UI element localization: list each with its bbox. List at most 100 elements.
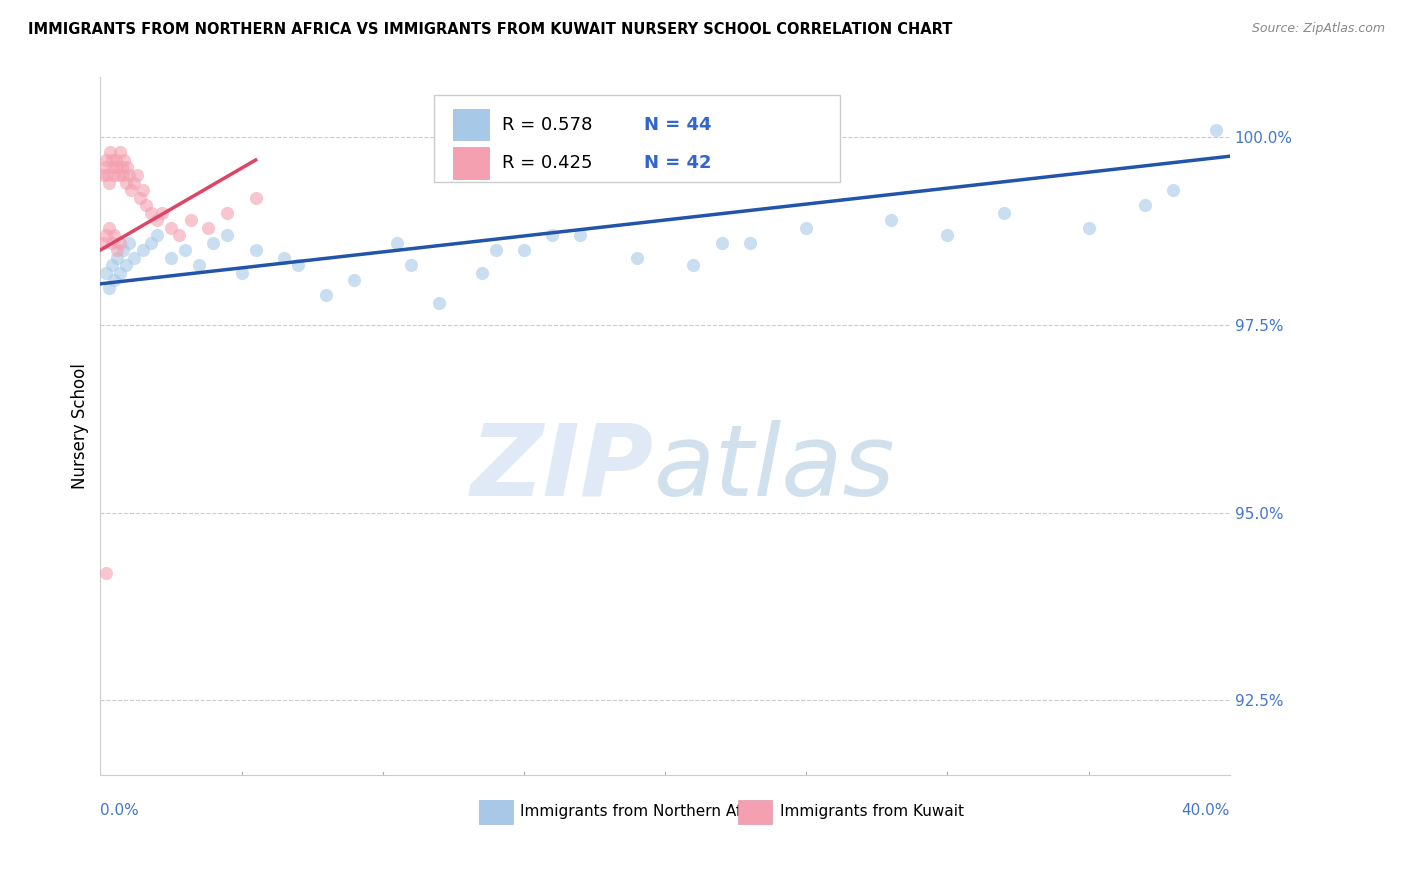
Point [188, 258, 211, 272]
Point [146, 213, 169, 227]
Point [97, 220, 120, 235]
Point [152, 205, 174, 219]
Text: 0.0%: 0.0% [100, 804, 139, 818]
Point [385, 235, 408, 250]
Point [114, 176, 136, 190]
Point [626, 251, 648, 265]
Point [135, 198, 157, 212]
Point [273, 251, 295, 265]
Point [1133, 198, 1156, 212]
Point [231, 266, 253, 280]
Point [100, 153, 122, 167]
Point [1161, 183, 1184, 197]
Point [343, 273, 366, 287]
Point [104, 153, 127, 167]
Point [91, 168, 114, 182]
Point [169, 228, 191, 243]
Point [470, 266, 492, 280]
Point [103, 168, 125, 182]
Point [117, 168, 139, 182]
Point [100, 235, 122, 250]
Point [245, 190, 267, 204]
Text: Source: ZipAtlas.com: Source: ZipAtlas.com [1251, 22, 1385, 36]
Point [114, 258, 136, 272]
Point [110, 161, 132, 175]
Point [91, 235, 114, 250]
Point [485, 243, 508, 257]
Y-axis label: Nursery School: Nursery School [72, 363, 89, 490]
Point [141, 235, 163, 250]
FancyBboxPatch shape [453, 109, 489, 140]
Point [160, 251, 183, 265]
Point [94, 266, 117, 280]
Point [117, 235, 139, 250]
Point [125, 168, 148, 182]
Point [993, 205, 1015, 219]
Point [105, 251, 128, 265]
Text: R = 0.578: R = 0.578 [502, 116, 593, 134]
Point [105, 243, 128, 257]
Point [131, 243, 153, 257]
Point [202, 235, 225, 250]
Point [97, 176, 120, 190]
Point [399, 258, 422, 272]
Point [131, 183, 153, 197]
Point [122, 251, 145, 265]
Point [94, 566, 117, 580]
Text: N = 44: N = 44 [644, 116, 711, 134]
FancyBboxPatch shape [433, 95, 841, 182]
Point [112, 153, 135, 167]
Point [513, 243, 536, 257]
Point [128, 190, 150, 204]
Point [96, 168, 118, 182]
Text: R = 0.425: R = 0.425 [502, 154, 593, 172]
Point [103, 273, 125, 287]
Point [97, 280, 120, 294]
Point [120, 183, 142, 197]
Text: IMMIGRANTS FROM NORTHERN AFRICA VS IMMIGRANTS FROM KUWAIT NURSERY SCHOOL CORRELA: IMMIGRANTS FROM NORTHERN AFRICA VS IMMIG… [28, 22, 952, 37]
Point [710, 235, 733, 250]
Point [1205, 123, 1227, 137]
FancyBboxPatch shape [453, 147, 489, 178]
Text: Immigrants from Kuwait: Immigrants from Kuwait [780, 805, 965, 819]
Text: Immigrants from Northern Africa: Immigrants from Northern Africa [520, 805, 770, 819]
Point [111, 243, 134, 257]
Point [108, 145, 131, 160]
Point [100, 258, 122, 272]
Point [94, 153, 117, 167]
Point [101, 161, 124, 175]
Point [569, 228, 592, 243]
Point [94, 228, 117, 243]
Point [146, 228, 169, 243]
FancyBboxPatch shape [478, 800, 513, 824]
Text: ZIP: ZIP [471, 420, 654, 516]
Point [880, 213, 903, 227]
Point [180, 213, 202, 227]
Point [427, 295, 450, 310]
FancyBboxPatch shape [738, 800, 772, 824]
Point [217, 205, 239, 219]
Point [287, 258, 309, 272]
Point [93, 161, 115, 175]
Point [111, 168, 134, 182]
Point [103, 228, 125, 243]
Point [98, 145, 121, 160]
Text: 40.0%: 40.0% [1181, 804, 1230, 818]
Point [107, 168, 129, 182]
Point [245, 243, 267, 257]
Point [936, 228, 959, 243]
Point [738, 235, 761, 250]
Point [217, 228, 239, 243]
Point [794, 220, 817, 235]
Text: N = 42: N = 42 [644, 154, 711, 172]
Point [160, 220, 183, 235]
Point [108, 235, 131, 250]
Point [315, 288, 337, 302]
Point [682, 258, 704, 272]
Point [108, 266, 131, 280]
Point [174, 243, 197, 257]
Point [1077, 220, 1099, 235]
Point [115, 161, 138, 175]
Point [105, 161, 128, 175]
Text: atlas: atlas [654, 420, 896, 516]
